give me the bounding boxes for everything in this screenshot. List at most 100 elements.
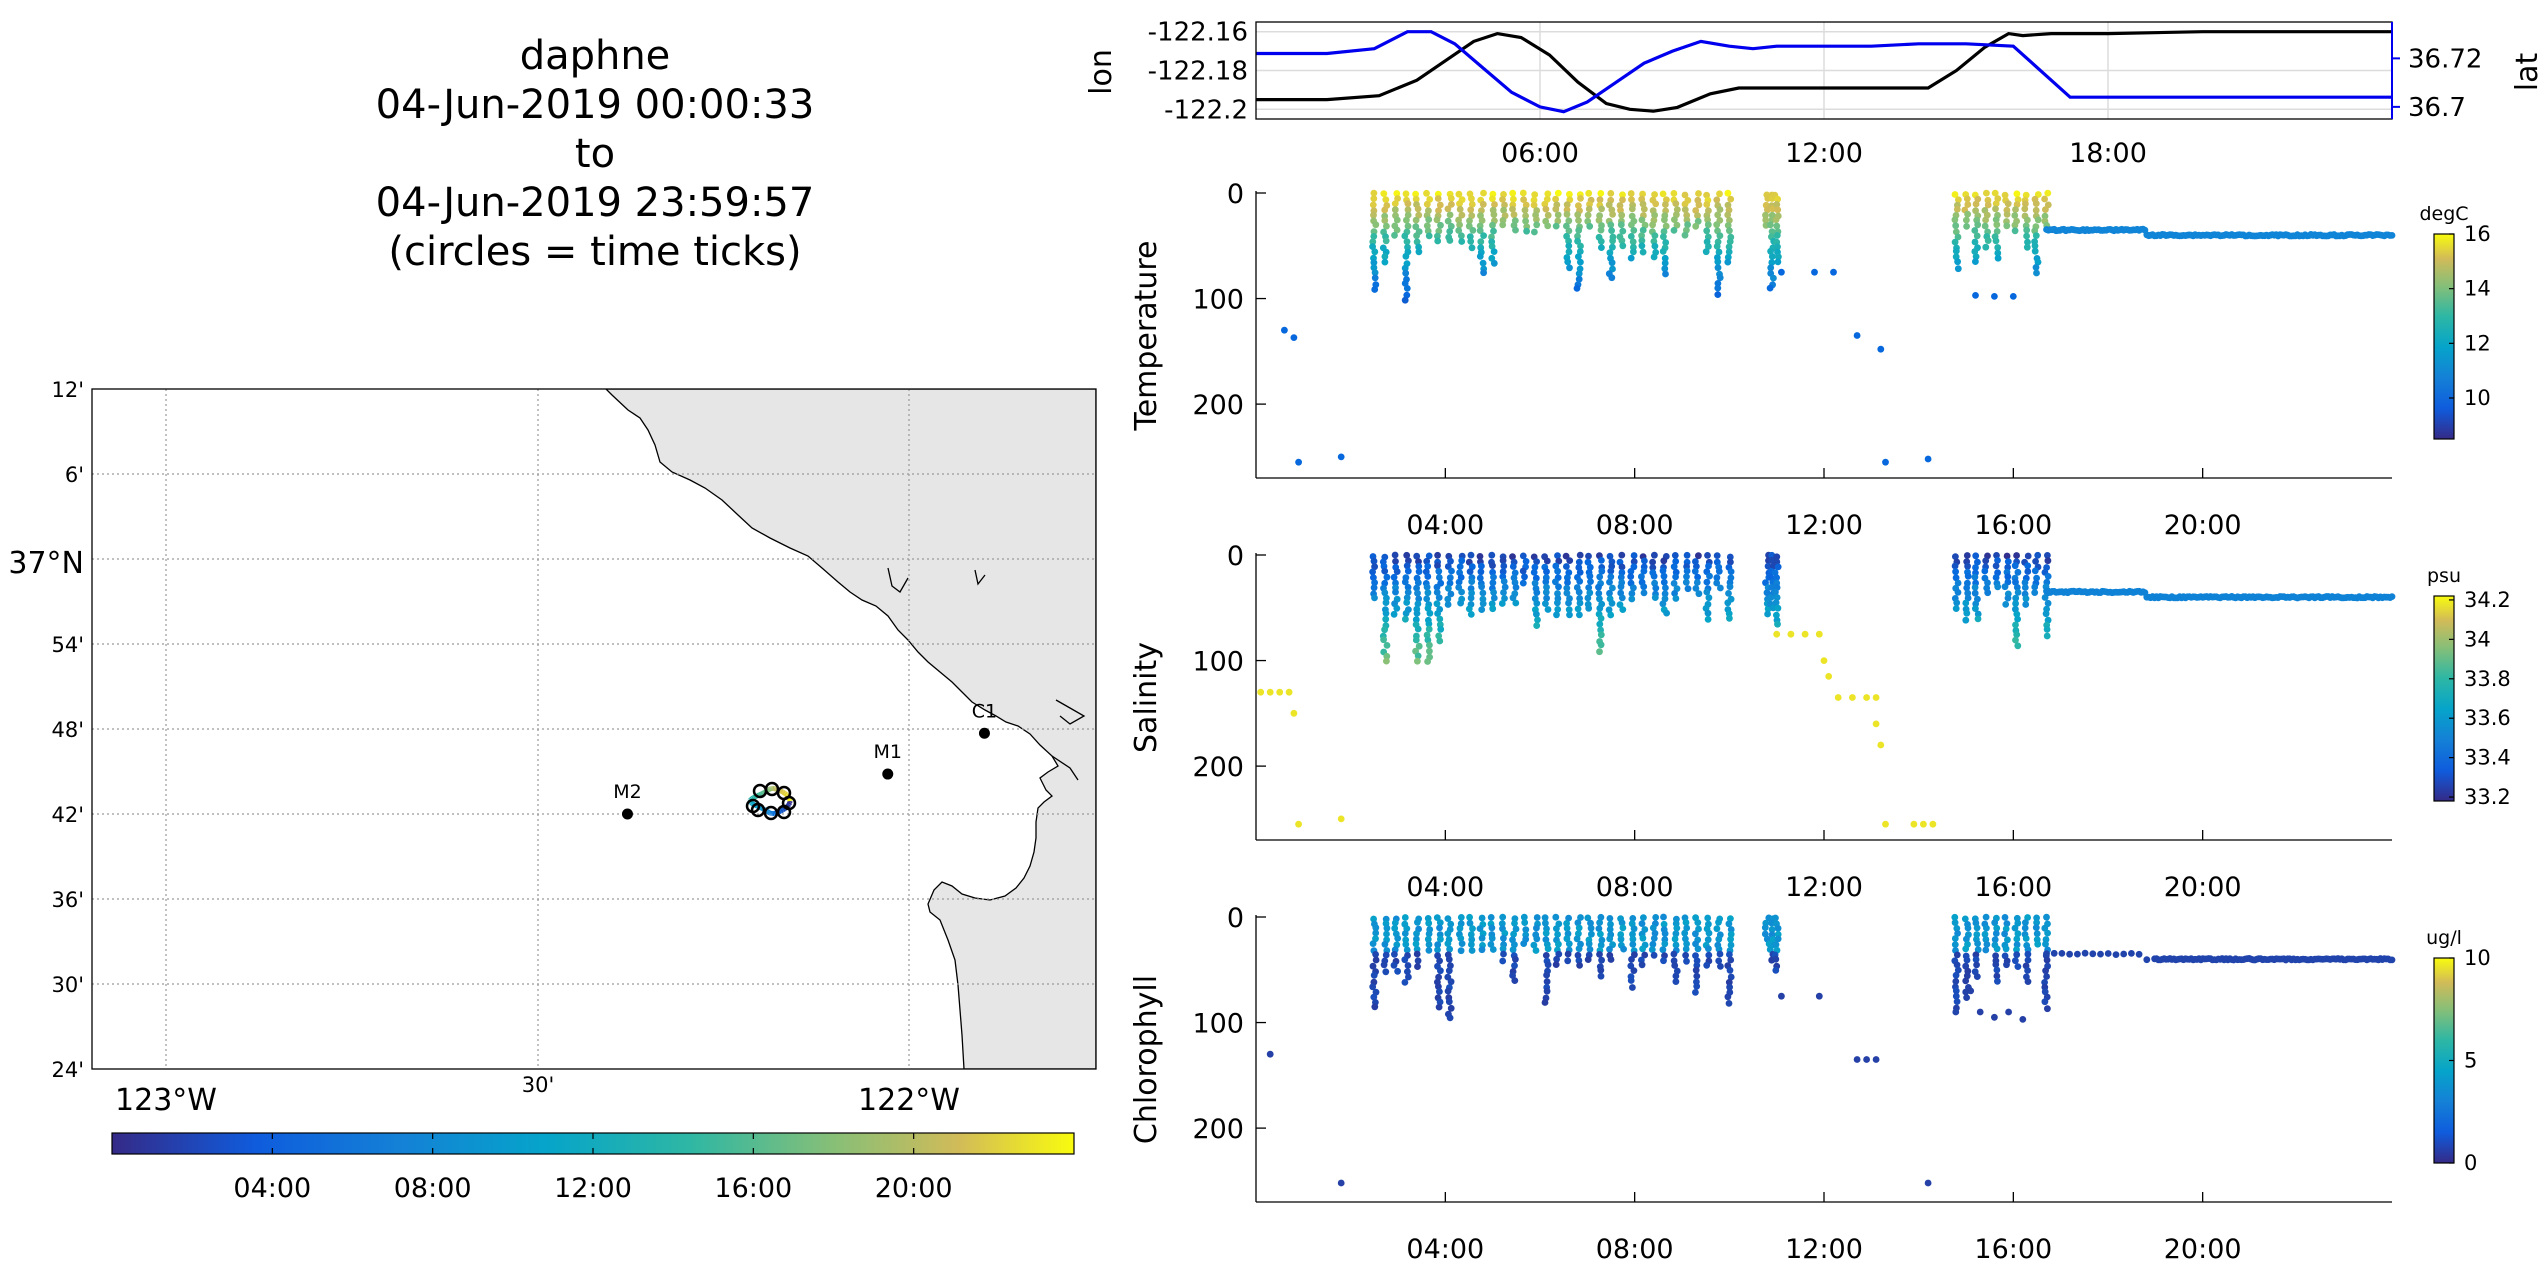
data-point xyxy=(1682,919,1690,926)
data-point xyxy=(1285,688,1293,696)
data-point xyxy=(1435,574,1443,581)
data-point xyxy=(1403,562,1411,570)
data-point xyxy=(1630,967,1638,974)
data-point xyxy=(1434,232,1441,240)
data-point xyxy=(1479,259,1487,267)
data-point xyxy=(1499,221,1507,229)
data-point xyxy=(1834,694,1842,701)
data-point xyxy=(1434,237,1442,245)
data-point xyxy=(2041,979,2048,986)
data-point xyxy=(1436,919,1444,926)
data-point xyxy=(1638,232,1645,240)
data-point xyxy=(2023,232,2030,240)
data-point xyxy=(1713,196,1721,204)
y-axis-label: Temperature xyxy=(1129,240,1164,431)
data-point xyxy=(1425,232,1433,240)
data-point xyxy=(1584,594,1592,602)
data-point xyxy=(2044,1005,2051,1013)
data-point xyxy=(1437,935,1444,943)
data-point xyxy=(1672,978,1680,985)
data-point xyxy=(1991,919,1999,927)
x-tick-label: 18:00 xyxy=(2069,138,2147,169)
data-point xyxy=(1713,243,1721,250)
data-point xyxy=(1713,579,1721,587)
data-point xyxy=(1382,951,1390,959)
data-point xyxy=(1509,205,1516,213)
data-point xyxy=(1617,935,1625,943)
time-tick-circle xyxy=(750,802,766,818)
map-border xyxy=(91,388,1097,1070)
data-point xyxy=(1436,998,1444,1006)
y-tick-label: 100 xyxy=(1192,647,1244,678)
data-point xyxy=(2001,914,2009,921)
data-point xyxy=(1509,594,1517,602)
data-point xyxy=(1661,265,1669,273)
data-point xyxy=(1982,913,1990,921)
data-point xyxy=(1383,924,1391,932)
data-point xyxy=(1519,189,1527,197)
data-point xyxy=(1725,590,1732,597)
data-point xyxy=(1469,227,1477,234)
data-point xyxy=(2013,610,2021,618)
data-point xyxy=(2388,593,2396,600)
data-point xyxy=(1499,945,1507,953)
data-point xyxy=(1448,567,1455,575)
data-point xyxy=(1436,615,1444,623)
data-point xyxy=(1444,930,1452,937)
data-point xyxy=(1543,978,1551,985)
data-point xyxy=(1774,258,1782,266)
data-point xyxy=(1434,195,1442,202)
data-point xyxy=(1509,563,1517,570)
data-point xyxy=(1480,189,1487,197)
data-point xyxy=(1372,929,1380,937)
data-point xyxy=(1412,940,1420,948)
data-point xyxy=(1964,201,1972,208)
data-point xyxy=(1772,941,1780,948)
data-point xyxy=(1447,195,1455,202)
data-point xyxy=(1519,579,1527,587)
data-point xyxy=(1266,1050,1274,1058)
data-point xyxy=(1671,216,1678,224)
data-point xyxy=(1764,206,1771,214)
data-point xyxy=(1681,929,1689,937)
data-point xyxy=(1628,590,1636,597)
data-point xyxy=(1762,216,1770,224)
lat-tick-label: 48' xyxy=(52,718,85,742)
data-point xyxy=(1964,210,1971,218)
data-point xyxy=(1522,926,1530,933)
data-point xyxy=(1490,573,1497,581)
data-point xyxy=(1963,956,1971,964)
data-point xyxy=(1627,233,1635,240)
data-point xyxy=(1479,589,1487,597)
data-point xyxy=(1584,211,1592,219)
data-point xyxy=(1772,967,1780,974)
data-point xyxy=(1489,579,1497,587)
data-point xyxy=(1489,605,1497,613)
data-point xyxy=(1725,243,1733,251)
data-point xyxy=(1724,211,1732,219)
x-tick-label: 12:00 xyxy=(1785,510,1863,541)
data-point xyxy=(1724,189,1732,197)
data-point xyxy=(1391,231,1398,239)
data-point xyxy=(1566,611,1573,619)
data-point xyxy=(1953,599,1961,607)
time-colorbar-ticks: 04:00 08:00 12:00 16:00 20:00 xyxy=(233,1133,953,1204)
data-point xyxy=(1414,957,1422,965)
data-point xyxy=(1673,221,1681,229)
data-point xyxy=(1671,552,1679,559)
data-point xyxy=(1412,223,1420,231)
data-point xyxy=(1727,195,1735,203)
data-point xyxy=(2074,950,2081,958)
data-point xyxy=(1445,967,1453,975)
data-point xyxy=(2012,594,2020,602)
time-colorbar-tick-label: 16:00 xyxy=(714,1173,792,1204)
data-point xyxy=(1694,919,1702,926)
data-point xyxy=(1771,569,1779,576)
data-point xyxy=(1565,227,1573,235)
data-point xyxy=(1596,919,1603,926)
data-point xyxy=(1692,989,1699,996)
data-point xyxy=(1877,345,1885,353)
data-point xyxy=(1660,557,1668,565)
data-point xyxy=(2011,221,2019,229)
data-point xyxy=(1412,195,1420,203)
